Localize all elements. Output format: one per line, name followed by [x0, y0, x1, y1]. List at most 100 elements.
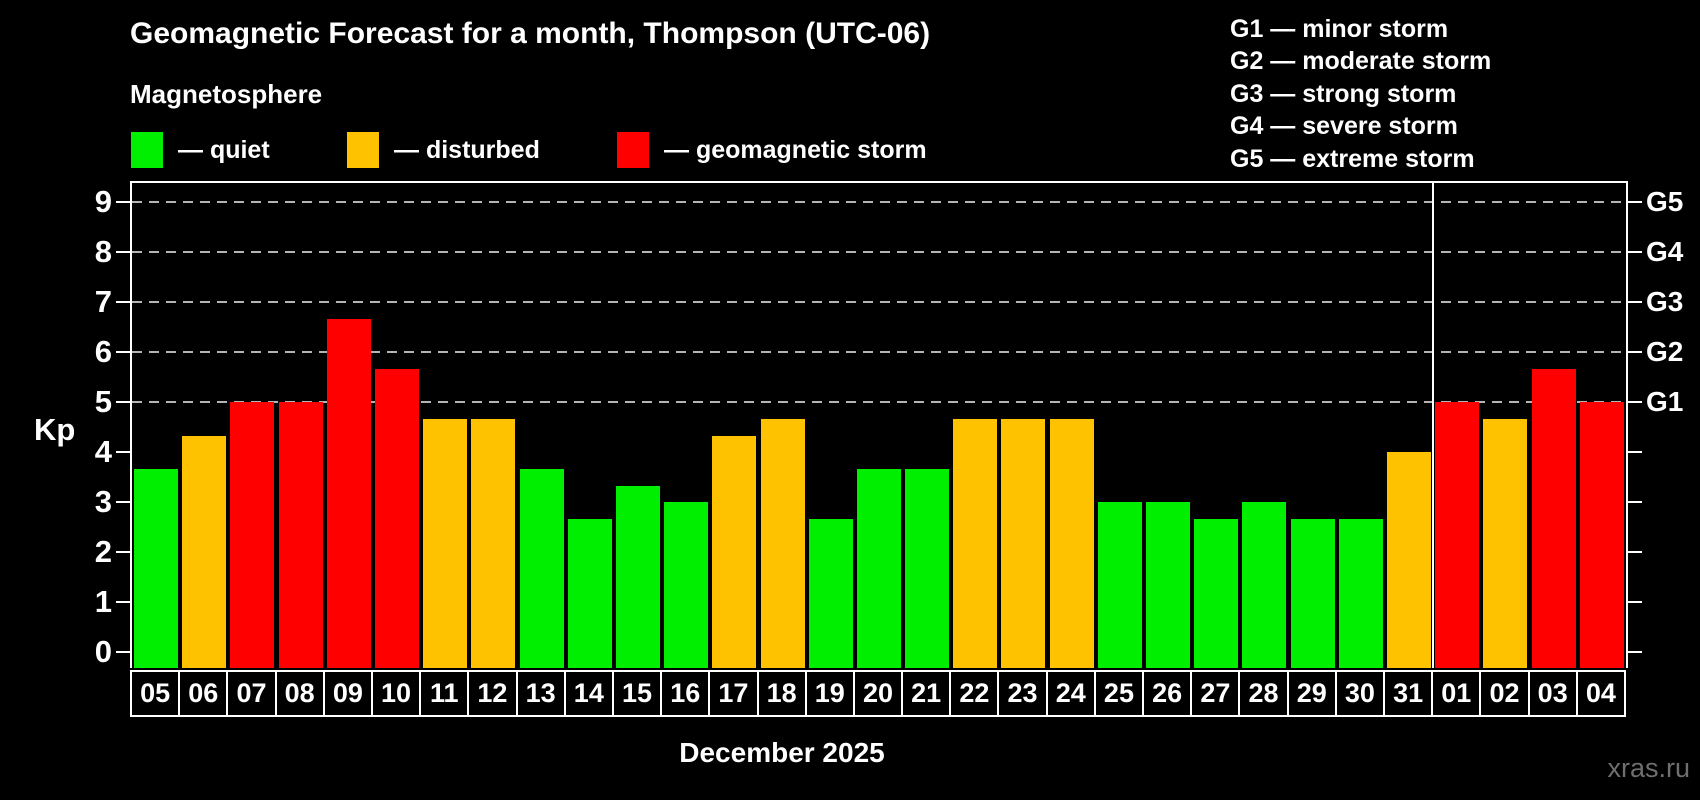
- day-label: 04: [1585, 678, 1616, 708]
- bar-day-26: [1146, 502, 1191, 668]
- y-tick-right-4: [1627, 451, 1642, 453]
- day-cell-21: 21: [901, 670, 952, 717]
- day-label: 08: [284, 678, 315, 708]
- bar-day-16: [664, 502, 709, 668]
- day-cell-27: 27: [1190, 670, 1241, 717]
- day-cell-18: 18: [756, 670, 807, 717]
- y-axis-label-8: 8: [94, 234, 112, 269]
- y-tick-left-5: [116, 401, 131, 403]
- bar-day-23: [1001, 418, 1046, 668]
- day-cell-08: 08: [274, 670, 325, 717]
- y-axis-label-7: 7: [94, 284, 112, 319]
- y-axis-label-9: 9: [94, 184, 112, 219]
- day-cell-14: 14: [563, 670, 614, 717]
- day-cell-28: 28: [1238, 670, 1289, 717]
- bar-day-27: [1194, 518, 1239, 668]
- quiet-color-swatch: [131, 132, 163, 168]
- y-axis-title: Kp: [34, 412, 76, 447]
- g-legend-line-g3: G3 — strong storm: [1230, 79, 1457, 108]
- day-label: 09: [332, 678, 363, 708]
- gridline-kp6: [132, 351, 1626, 353]
- bar-day-15: [615, 485, 660, 668]
- g-axis-label-g2: G2: [1646, 336, 1684, 367]
- bar-day-24: [1049, 418, 1094, 668]
- y-axis-label-1: 1: [94, 584, 112, 619]
- y-axis-label-2: 2: [94, 534, 112, 569]
- g-legend-line-g2: G2 — moderate storm: [1230, 47, 1492, 76]
- y-tick-right-3: [1627, 501, 1642, 503]
- legend-label-quiet: — quiet: [178, 135, 270, 164]
- day-cell-31: 31: [1383, 670, 1434, 717]
- day-cell-17: 17: [708, 670, 759, 717]
- month-separator-line: [1432, 183, 1435, 668]
- disturbed-color-swatch: [347, 132, 379, 168]
- bar-day-29: [1290, 518, 1335, 668]
- gridline-kp8: [132, 251, 1626, 253]
- g-axis-label-g4: G4: [1646, 236, 1684, 267]
- bar-day-21: [905, 468, 950, 668]
- day-label: 25: [1103, 678, 1134, 708]
- bar-day-11: [423, 418, 468, 668]
- day-label: 05: [140, 678, 171, 708]
- bar-day-19: [808, 518, 853, 668]
- bar-day-05: [134, 468, 178, 668]
- day-label: 16: [670, 678, 701, 708]
- g-scale-legend: G1 — minor storm G2 — moderate storm G3 …: [1230, 13, 1491, 175]
- day-cell-15: 15: [611, 670, 663, 717]
- day-label: 03: [1537, 678, 1568, 708]
- bar-day-10: [374, 368, 419, 668]
- bar-day-31: [1387, 452, 1432, 668]
- gridline-kp9: [132, 201, 1626, 203]
- bar-day-17: [712, 435, 757, 668]
- day-label: 10: [381, 678, 412, 708]
- plot-inner: [132, 183, 1626, 668]
- day-cell-02: 02: [1479, 670, 1530, 717]
- y-tick-left-8: [116, 251, 131, 253]
- bar-day-25: [1097, 502, 1142, 668]
- y-tick-right-5: [1627, 401, 1642, 403]
- y-tick-right-1: [1627, 601, 1642, 603]
- day-label: 31: [1393, 678, 1424, 708]
- day-label: 18: [766, 678, 797, 708]
- day-cell-01: 01: [1431, 670, 1482, 717]
- day-label: 22: [959, 678, 990, 708]
- day-label: 24: [1055, 678, 1086, 708]
- day-cell-29: 29: [1286, 670, 1337, 717]
- day-cell-03: 03: [1527, 670, 1578, 717]
- g-legend-line-g5: G5 — extreme storm: [1230, 144, 1475, 173]
- day-label: 15: [621, 678, 653, 708]
- day-label: 21: [911, 678, 942, 708]
- day-cell-09: 09: [322, 670, 373, 717]
- day-label: 27: [1200, 678, 1231, 708]
- y-tick-left-9: [116, 201, 131, 203]
- bar-day-22: [953, 418, 998, 668]
- y-tick-right-8: [1627, 251, 1642, 253]
- day-label: 13: [525, 678, 556, 708]
- y-axis-label-0: 0: [94, 634, 112, 669]
- legend-item-disturbed: — disturbed: [347, 131, 540, 169]
- day-cell-11: 11: [419, 670, 470, 717]
- day-label: 30: [1344, 678, 1375, 708]
- g-axis-label-g5: G5: [1646, 186, 1684, 217]
- day-cell-07: 07: [226, 670, 277, 717]
- legend-item-storm: — geomagnetic storm: [617, 131, 927, 169]
- day-label: 06: [188, 678, 219, 708]
- day-label: 07: [236, 678, 267, 708]
- day-cell-04: 04: [1575, 670, 1626, 717]
- day-cell-30: 30: [1334, 670, 1386, 717]
- day-label: 20: [862, 678, 893, 708]
- day-cell-20: 20: [852, 670, 904, 717]
- y-axis-label-6: 6: [94, 334, 112, 369]
- g-axis-label-g1: G1: [1646, 386, 1684, 417]
- y-tick-right-7: [1627, 301, 1642, 303]
- y-tick-left-4: [116, 451, 131, 453]
- day-cell-22: 22: [949, 670, 1000, 717]
- storm-color-swatch: [617, 132, 649, 168]
- bar-day-14: [567, 518, 612, 668]
- y-axis-label-4: 4: [94, 434, 112, 469]
- bar-day-07: [230, 402, 275, 668]
- y-tick-left-0: [116, 651, 131, 653]
- day-label: 01: [1441, 678, 1472, 708]
- y-tick-right-9: [1627, 201, 1642, 203]
